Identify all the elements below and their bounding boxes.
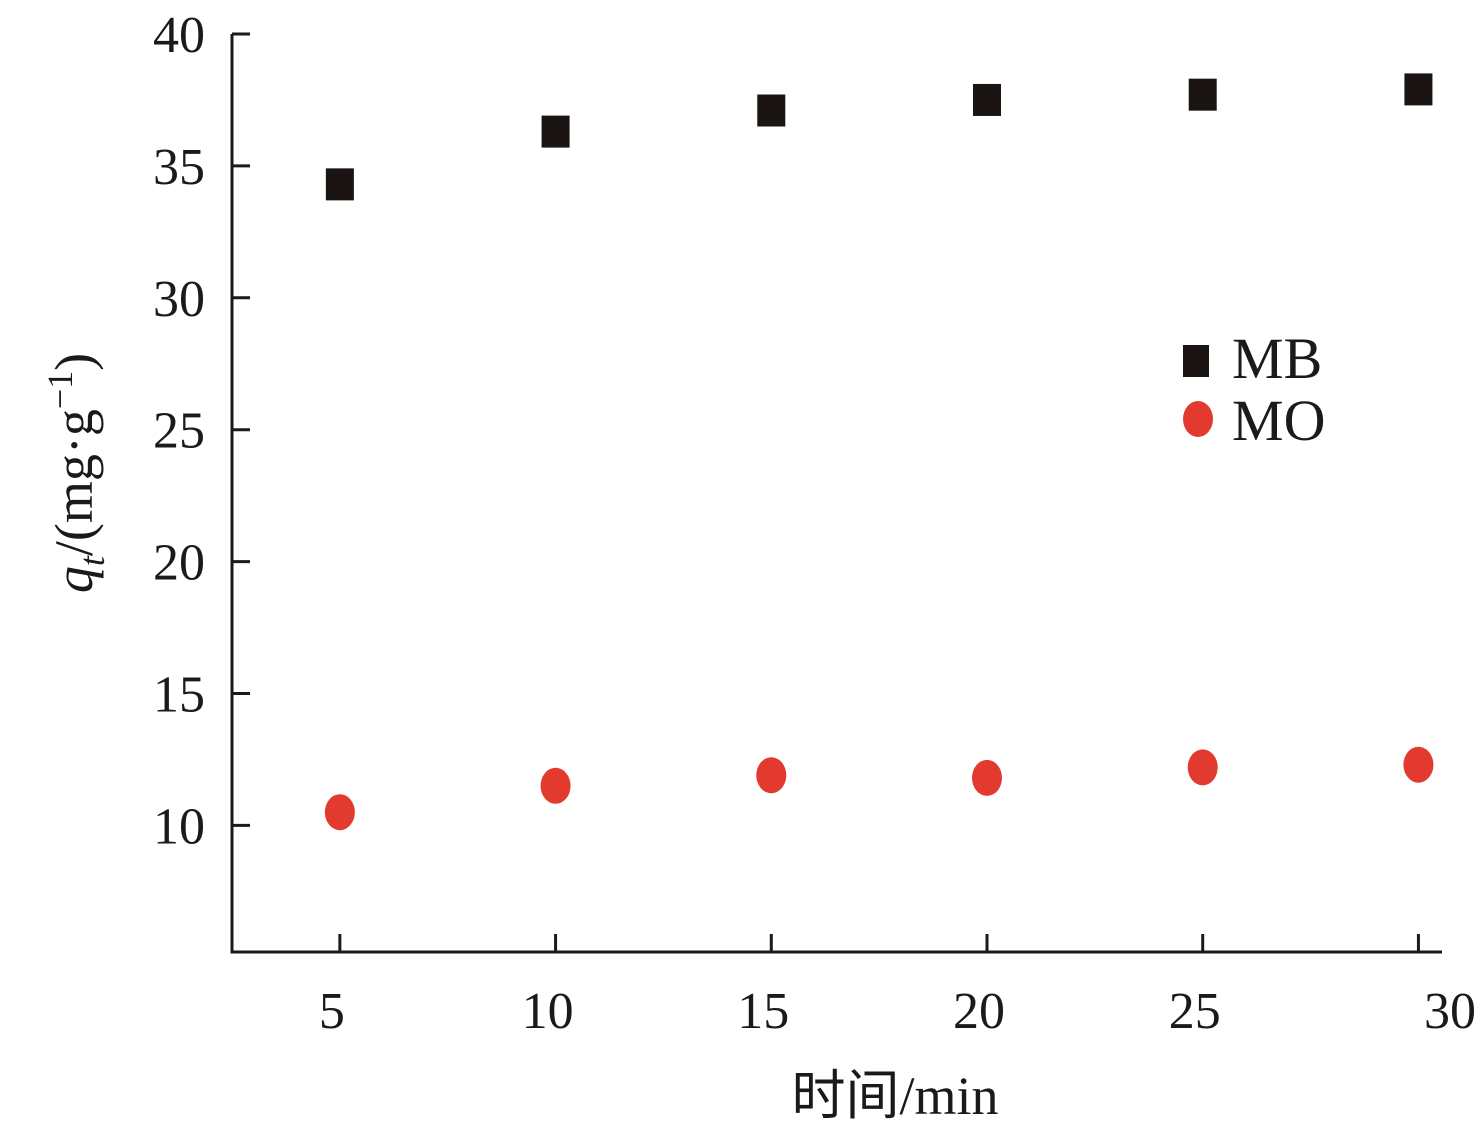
point-mo (540, 767, 571, 804)
y-axis-title: qt/(mg·g−1) (40, 353, 112, 593)
y-tick-label: 10 (153, 798, 205, 855)
legend-label-mb: MB (1232, 326, 1322, 391)
x-axis-ticks: 5 10 15 20 25 30 (319, 934, 1476, 1040)
legend-label-mo: MO (1232, 388, 1325, 453)
point-mo (1403, 746, 1434, 783)
y-tick-label: 25 (153, 403, 205, 460)
point-mb (1404, 73, 1433, 106)
point-mb (1188, 78, 1217, 111)
y-tick-label: 35 (153, 139, 205, 196)
y-axis-ticks: 10 15 20 25 30 35 40 (153, 7, 250, 855)
point-mo (756, 757, 787, 794)
point-mo (324, 794, 355, 831)
point-mb (973, 83, 1001, 116)
x-tick-label: 25 (1169, 983, 1221, 1040)
y-tick-label: 15 (153, 666, 205, 723)
y-tick-label: 20 (153, 535, 205, 592)
data-markers (324, 73, 1434, 831)
x-tick-label: 10 (522, 983, 574, 1040)
x-tick-label: 30 (1424, 983, 1476, 1040)
point-mb (325, 168, 354, 201)
svg-text:qt/(mg·g−1): qt/(mg·g−1) (40, 353, 112, 593)
x-axis-title: 时间/min (791, 1066, 998, 1126)
point-mo (972, 759, 1002, 796)
x-tick-label: 15 (737, 983, 789, 1040)
point-mb (757, 94, 786, 127)
x-tick-label: 5 (319, 983, 345, 1040)
point-mo (1187, 749, 1218, 786)
axes (230, 34, 1442, 954)
legend-marker-mo (1183, 401, 1213, 437)
y-tick-label: 40 (153, 7, 205, 64)
legend: MB MO (1183, 326, 1325, 453)
x-tick-label: 20 (953, 983, 1005, 1040)
legend-marker-mb (1183, 345, 1209, 377)
point-mb (541, 115, 570, 148)
y-tick-label: 30 (153, 271, 205, 328)
